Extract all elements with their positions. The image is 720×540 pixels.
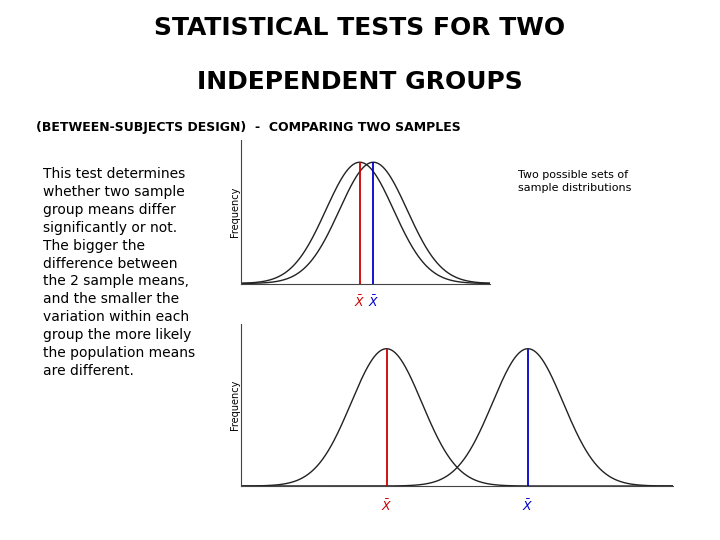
- Text: (BETWEEN-SUBJECTS DESIGN)  -  COMPARING TWO SAMPLES: (BETWEEN-SUBJECTS DESIGN) - COMPARING TW…: [36, 122, 461, 134]
- Text: INDEPENDENT GROUPS: INDEPENDENT GROUPS: [197, 70, 523, 94]
- Text: This test determines
whether two sample
group means differ
significantly or not.: This test determines whether two sample …: [43, 167, 195, 378]
- Text: $\bar{X}$: $\bar{X}$: [381, 498, 392, 514]
- Text: STATISTICAL TESTS FOR TWO: STATISTICAL TESTS FOR TWO: [154, 16, 566, 40]
- Y-axis label: Frequency: Frequency: [230, 187, 240, 237]
- Y-axis label: Frequency: Frequency: [230, 380, 240, 430]
- Text: $\bar{X}$: $\bar{X}$: [354, 294, 366, 310]
- Text: $\bar{X}$: $\bar{X}$: [522, 498, 534, 514]
- Text: $\bar{X}$: $\bar{X}$: [368, 294, 379, 310]
- Text: Two possible sets of
sample distributions: Two possible sets of sample distribution…: [518, 170, 631, 193]
